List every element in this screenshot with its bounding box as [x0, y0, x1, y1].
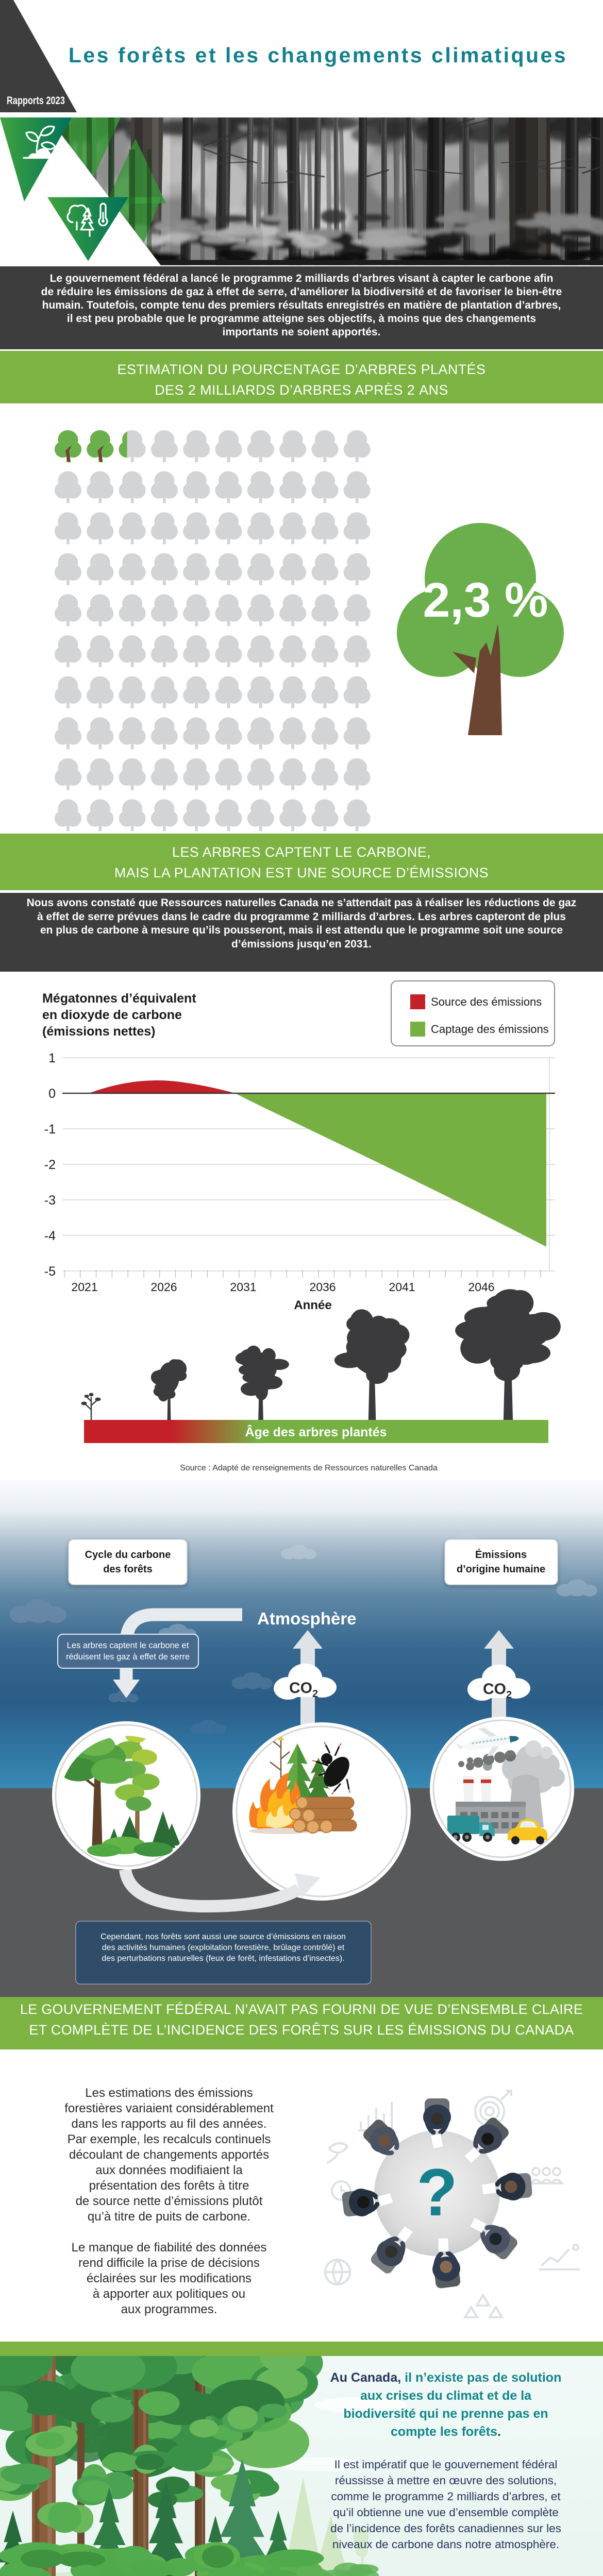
svg-text:Les arbres captent le carbone: Les arbres captent le carbone et — [67, 1641, 189, 1650]
svg-text:0: 0 — [48, 1087, 56, 1101]
svg-text:Émissions: Émissions — [475, 1549, 527, 1561]
svg-text:Atmosphère: Atmosphère — [257, 1609, 357, 1628]
svg-text:2046: 2046 — [468, 1280, 494, 1294]
svg-text:2021: 2021 — [71, 1280, 97, 1294]
svg-text:des perturbations naturelles (: des perturbations naturelles (feux de fo… — [102, 1954, 344, 1963]
svg-text:-4: -4 — [44, 1229, 56, 1243]
svg-text:des activités humaines (exploi: des activités humaines (exploitation for… — [102, 1943, 345, 1952]
svg-text:-2: -2 — [44, 1158, 56, 1172]
svg-text:Cependant, nos forêts sont aus: Cependant, nos forêts sont aussi une sou… — [100, 1933, 346, 1941]
svg-text:2041: 2041 — [389, 1280, 415, 1294]
svg-text:-5: -5 — [44, 1264, 56, 1279]
svg-text:Âge des arbres plantés: Âge des arbres plantés — [245, 1424, 387, 1439]
svg-text:?: ? — [416, 2155, 457, 2230]
svg-text:Cycle du carbone: Cycle du carbone — [85, 1549, 171, 1561]
svg-text:2031: 2031 — [230, 1280, 256, 1294]
svg-text:-3: -3 — [44, 1193, 56, 1208]
svg-text:2026: 2026 — [150, 1280, 177, 1294]
svg-text:d’origine humaine: d’origine humaine — [457, 1564, 545, 1575]
svg-text:1: 1 — [48, 1051, 56, 1065]
svg-text:2036: 2036 — [309, 1280, 336, 1294]
svg-text:-1: -1 — [44, 1122, 56, 1137]
svg-text:réduisent les gaz à effet de s: réduisent les gaz à effet de serre — [66, 1652, 190, 1662]
svg-text:des forêts: des forêts — [103, 1564, 153, 1575]
svg-text:2,3 %: 2,3 % — [423, 573, 548, 628]
